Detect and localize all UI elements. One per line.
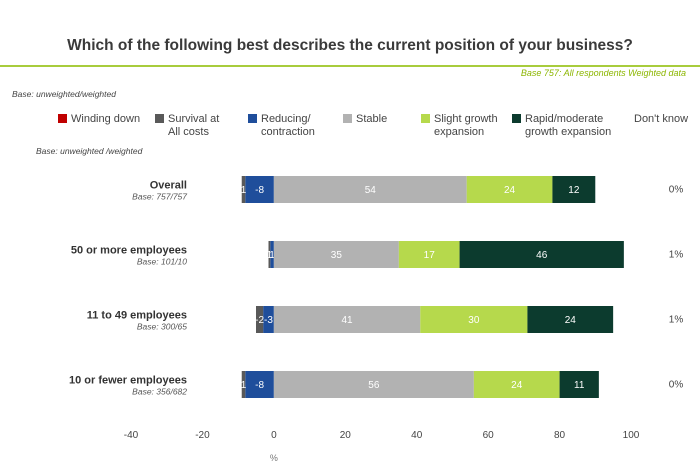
- bar-segment-stable: [273, 306, 421, 333]
- bar-segment-stable: [273, 241, 399, 268]
- bar-segment-rapid-moderate-growth-expansion: [527, 306, 614, 333]
- legend-swatch-survival-at-all-costs: [155, 114, 164, 123]
- data-label-reducing-contraction: -8: [255, 380, 264, 391]
- dont-know-value: 1%: [669, 315, 684, 326]
- legend-label-rapid-moderate-growth-expansion: Rapid/moderate growth expansion: [525, 113, 611, 138]
- dont-know-value: 1%: [669, 250, 684, 261]
- bar-segment-survival-at-all-costs: [241, 371, 246, 398]
- bar-segment-slight-growth-expansion: [473, 371, 560, 398]
- data-label-slight-growth-expansion: 17: [424, 250, 436, 261]
- legend: Winding down Survival at All costs Reducing…: [58, 113, 688, 138]
- data-label-stable: 41: [342, 315, 354, 326]
- x-axis: -40 -20 0 20 40 60 80 100%: [124, 430, 640, 463]
- data-label-slight-growth-expansion: 24: [504, 185, 516, 196]
- data-label-rapid-moderate-growth-expansion: 11: [574, 380, 585, 391]
- bar-segment-reducing-contraction: [245, 176, 274, 203]
- legend-label-slight-growth-expansion: Slight growth expansion: [434, 113, 498, 138]
- legend-swatch-rapid-moderate-growth-expansion: [512, 114, 521, 123]
- base-label-top: Base: unweighted/weighted: [12, 89, 116, 99]
- category-base: Base: 356/682: [132, 387, 187, 397]
- data-label-survival-at-all-costs: 1: [241, 185, 247, 196]
- x-tick-label: 80: [554, 430, 566, 441]
- category-label: 50 or more employees: [71, 245, 187, 257]
- base-label-left: Base: unweighted /weighted: [36, 146, 143, 156]
- x-tick-label: -20: [195, 430, 210, 441]
- legend-swatch-winding-down: [58, 114, 67, 123]
- bar-segment-slight-growth-expansion: [398, 241, 460, 268]
- data-label-slight-growth-expansion: 30: [468, 315, 480, 326]
- legend-swatch-reducing-contraction: [248, 114, 257, 123]
- data-label-reducing-contraction: -8: [255, 185, 264, 196]
- category-base: Base: 101/10: [137, 257, 187, 267]
- data-label-slight-growth-expansion: 24: [511, 380, 523, 391]
- x-tick-label: 0: [271, 430, 277, 441]
- dont-know-value: 0%: [669, 380, 684, 391]
- data-label-survival-at-all-costs: 1: [267, 250, 273, 261]
- legend-label-stable: Stable: [356, 113, 387, 125]
- bar-segment-reducing-contraction: [270, 241, 274, 268]
- category-label: 11 to 49 employees: [87, 310, 187, 322]
- legend-label-winding-down: Winding down: [71, 113, 140, 125]
- data-label-rapid-moderate-growth-expansion: 12: [568, 185, 580, 196]
- bar-segment-reducing-contraction: [245, 371, 274, 398]
- bar-segment-stable: [273, 371, 474, 398]
- category-label: 10 or fewer employees: [69, 375, 187, 387]
- legend-swatch-slight-growth-expansion: [421, 114, 430, 123]
- bar-segment-reducing-contraction: [263, 306, 274, 333]
- x-axis-label: %: [270, 453, 278, 463]
- data-label-stable: 35: [331, 250, 343, 261]
- dont-know-value: 0%: [669, 185, 684, 196]
- data-label-rapid-moderate-growth-expansion: 46: [536, 250, 548, 261]
- bar-segment-survival-at-all-costs: [241, 176, 246, 203]
- x-tick-label: 60: [483, 430, 495, 441]
- base-note: Base 757: All respondents Weighted data: [521, 68, 686, 78]
- bar-segment-rapid-moderate-growth-expansion: [559, 371, 599, 398]
- chart-title: Which of the following best describes th…: [67, 37, 633, 54]
- legend-label-reducing-contraction: Reducing/contraction: [261, 113, 315, 138]
- data-label-rapid-moderate-growth-expansion: 24: [565, 315, 577, 326]
- bar-segment-slight-growth-expansion: [466, 176, 553, 203]
- category-base: Base: 757/757: [132, 192, 187, 202]
- data-label-stable: 54: [365, 185, 377, 196]
- data-label-reducing-contraction: -3: [264, 315, 273, 326]
- bar-segment-survival-at-all-costs: [268, 241, 271, 268]
- legend-swatch-stable: [343, 114, 352, 123]
- category-label: Overall: [150, 180, 187, 192]
- bar-segment-rapid-moderate-growth-expansion: [459, 241, 624, 268]
- category-base: Base: 300/65: [137, 322, 187, 332]
- data-label-stable: 56: [368, 380, 380, 391]
- data-label-reducing-contraction: 1: [269, 250, 275, 261]
- bar-segment-stable: [273, 176, 467, 203]
- bar-segment-slight-growth-expansion: [420, 306, 528, 333]
- data-label-survival-at-all-costs: 1: [241, 380, 247, 391]
- legend-label-don-t-know: Don't know: [634, 113, 688, 125]
- bar-segment-survival-at-all-costs: [256, 306, 264, 333]
- bar-segment-rapid-moderate-growth-expansion: [552, 176, 596, 203]
- x-tick-label: -40: [124, 430, 139, 441]
- x-tick-label: 100: [623, 430, 640, 441]
- data-label-survival-at-all-costs: -2: [255, 315, 264, 326]
- x-tick-label: 20: [340, 430, 352, 441]
- legend-label-survival-at-all-costs: Survival at All costs: [168, 113, 219, 138]
- x-tick-label: 40: [411, 430, 423, 441]
